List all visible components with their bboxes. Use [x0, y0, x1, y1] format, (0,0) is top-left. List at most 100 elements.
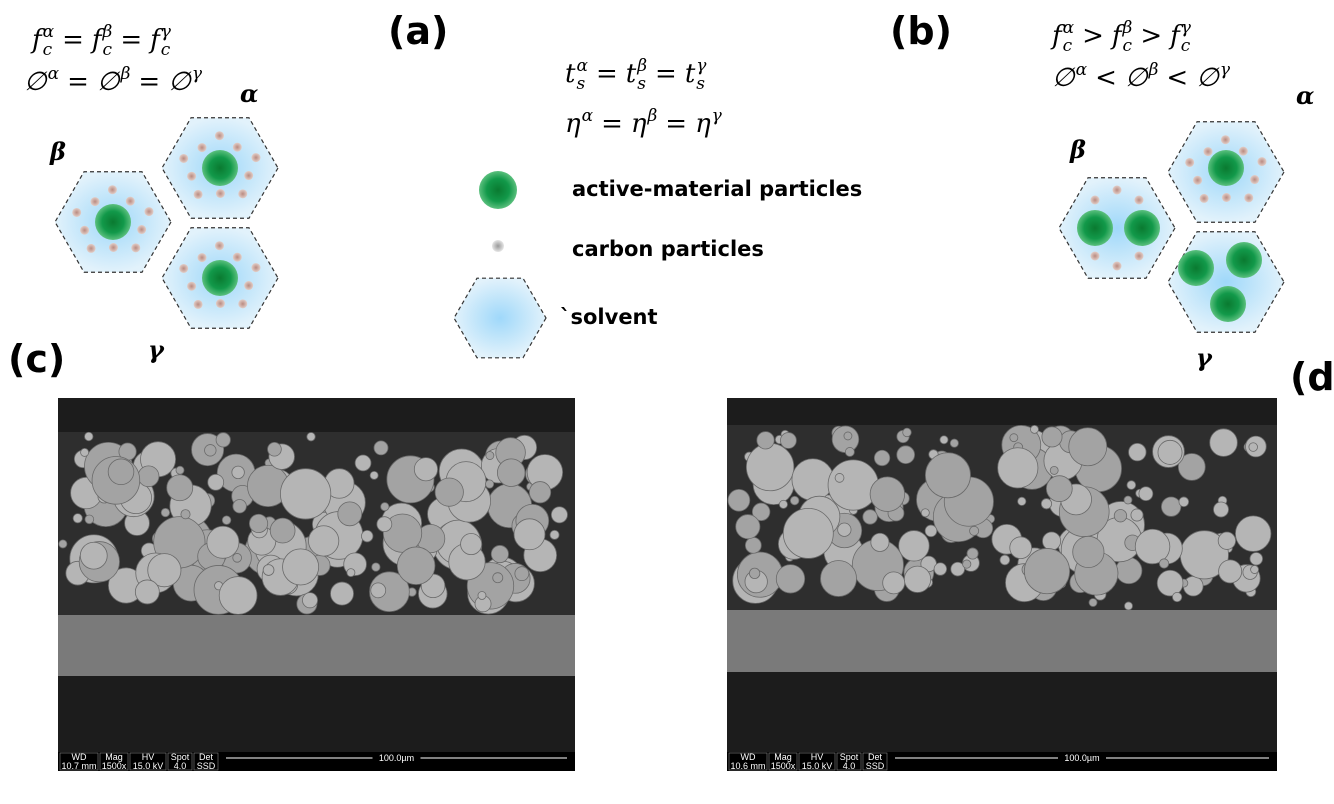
sem-particle: [478, 591, 486, 599]
sem-particle: [1158, 440, 1182, 464]
carbon-particle: [179, 264, 188, 273]
sem-particle: [355, 455, 371, 471]
info-value: 4.0: [843, 761, 856, 771]
formula-sub: c: [103, 40, 113, 60]
carbon-particle: [1091, 196, 1100, 205]
panel-label: (d): [1290, 355, 1334, 399]
formula-base: ∅: [1125, 63, 1149, 93]
hex-label: β: [49, 137, 66, 166]
legend-icon: [479, 171, 517, 209]
formula-base: η: [565, 109, 581, 139]
sem-particle: [461, 534, 482, 555]
sem-particle: [1210, 429, 1238, 457]
formula-sup: β: [120, 64, 131, 84]
hex-label: β: [1069, 135, 1086, 164]
formula-sup: α: [48, 64, 60, 84]
sem-particle: [80, 542, 107, 569]
formula-sup: α: [1076, 60, 1088, 80]
legend-label: carbon particles: [572, 237, 764, 261]
carbon-particle: [198, 253, 207, 262]
carbon-particle: [198, 143, 207, 152]
sem-particle: [491, 545, 508, 562]
sem-particle: [1131, 509, 1143, 521]
figure: (a) (b) (c) (d) α β γ α β γ active-mater…: [0, 0, 1334, 804]
sem-particle: [374, 441, 388, 455]
carbon-particle: [1239, 147, 1248, 156]
sem-particle: [280, 469, 330, 519]
sem-particle: [551, 507, 567, 523]
carbon-particle: [1091, 252, 1100, 261]
sem-particle: [1218, 532, 1235, 549]
sem-particle: [529, 482, 550, 503]
formula-op: =: [67, 67, 89, 97]
formula-sup: β: [646, 106, 657, 126]
active-particle: [1210, 286, 1246, 322]
carbon-particle: [194, 300, 203, 309]
sem-particle: [1018, 497, 1026, 505]
formula-sup: β: [102, 22, 113, 42]
sem-particle: [372, 563, 380, 571]
formula-sup: α: [43, 22, 55, 42]
sem-particle: [1042, 427, 1062, 447]
formula-sub: s: [696, 74, 705, 94]
formula-base: η: [631, 109, 647, 139]
formula-op: =: [665, 109, 687, 139]
formula-base: t: [685, 59, 696, 89]
formula-op: =: [120, 25, 142, 55]
formula-op: =: [62, 25, 84, 55]
sem-particle: [263, 565, 274, 576]
sem-particle: [370, 471, 378, 479]
sem-particle: [1139, 487, 1153, 501]
sem-particle: [1089, 599, 1097, 607]
carbon-particle: [215, 131, 224, 140]
formula-sup: α: [582, 106, 594, 126]
info-value: 10.7 mm: [61, 761, 96, 771]
sem-particle: [903, 428, 912, 437]
info-value: SSD: [866, 761, 885, 771]
sem-particle: [967, 548, 978, 559]
sem-particle: [397, 547, 435, 585]
sem-particle: [73, 514, 82, 523]
sem-particle: [167, 475, 193, 501]
formula-sup: β: [1122, 18, 1133, 38]
active-particle: [95, 204, 131, 240]
carbon-particle: [238, 189, 247, 198]
sem-particle: [1073, 536, 1104, 567]
sem-particle: [486, 452, 494, 460]
sem-particle: [1161, 497, 1180, 516]
formula-sup: γ: [712, 106, 723, 126]
sem-particle: [138, 466, 159, 487]
sem-particle: [940, 436, 948, 444]
sem-particle: [1030, 425, 1038, 433]
sem-particle: [1124, 496, 1132, 504]
sem-image: WD10.6 mmMag1500xHV15.0 kVSpot4.0DetSSD1…: [727, 398, 1277, 771]
info-value: SSD: [197, 761, 216, 771]
sem-particle: [904, 566, 930, 592]
sem-particle: [1250, 552, 1263, 565]
sem-particle: [950, 439, 958, 447]
carbon-particle: [1222, 193, 1231, 202]
formula-sup: γ: [161, 22, 172, 42]
formula-sup: γ: [192, 64, 203, 84]
sem-particle: [1172, 592, 1181, 601]
carbon-particle: [108, 185, 117, 194]
info-value: 4.0: [174, 761, 187, 771]
sem-particle: [745, 537, 761, 553]
sem-particle: [347, 569, 355, 577]
sem-particle: [1041, 499, 1051, 509]
info-value: 15.0 kV: [133, 761, 164, 771]
active-particle: [202, 150, 238, 186]
sem-particle: [863, 510, 878, 525]
scale-label: 100.0µm: [1064, 753, 1099, 763]
formula-sup: β: [1148, 60, 1159, 80]
info-value: 10.6 mm: [730, 761, 765, 771]
sem-particle: [550, 530, 559, 539]
carbon-particle: [216, 189, 225, 198]
sem-particle: [59, 540, 67, 548]
sem-particle: [361, 530, 372, 541]
sem-particle: [897, 446, 915, 464]
formula-sup: γ: [696, 56, 707, 76]
formula-base: ∅: [97, 67, 121, 97]
sem-particle: [485, 480, 493, 488]
hex-label: α: [1296, 81, 1314, 110]
